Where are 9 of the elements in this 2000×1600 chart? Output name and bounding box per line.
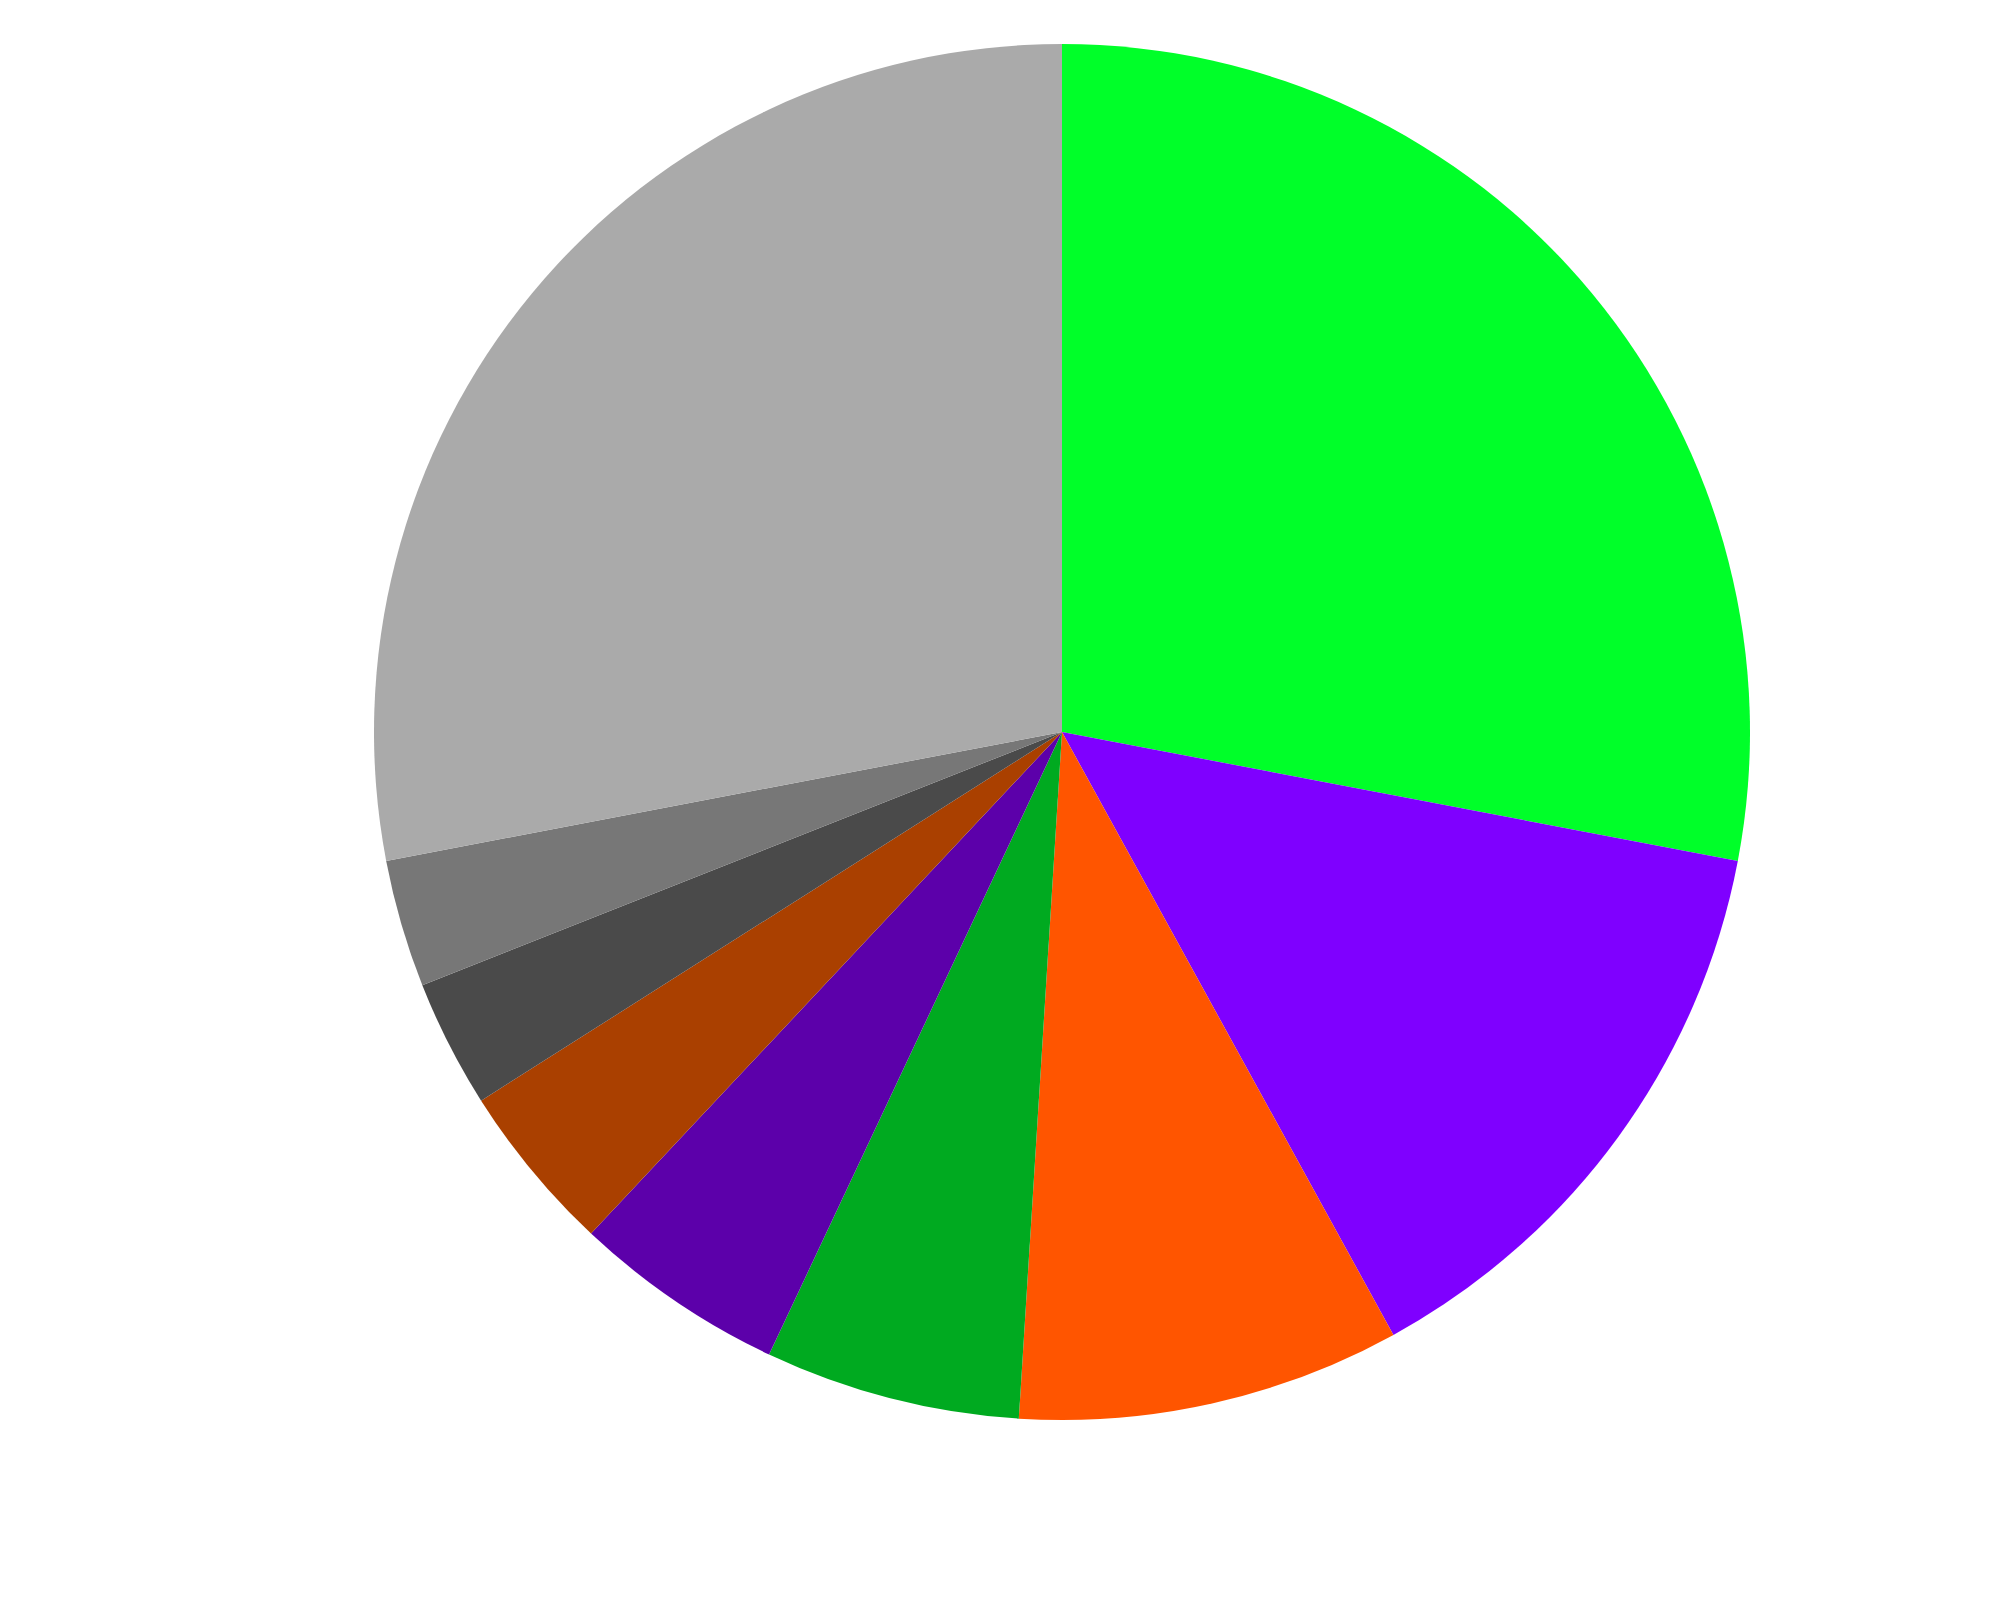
pie-slice [422, 732, 1062, 1101]
pie-slice [386, 732, 1062, 986]
pie-slice [591, 732, 1062, 1355]
pie-slice [1062, 44, 1749, 861]
pie-slice [769, 732, 1062, 1419]
pie-slice [375, 44, 1062, 861]
pie-slice [1062, 732, 1738, 1335]
pie-slice [1018, 732, 1394, 1420]
pie-slice [481, 732, 1062, 1234]
